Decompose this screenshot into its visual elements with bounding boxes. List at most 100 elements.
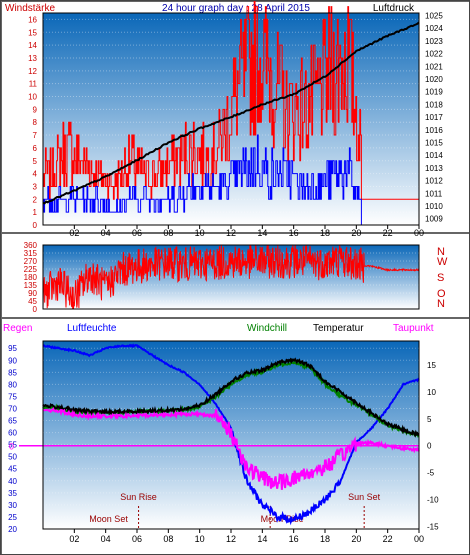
direction-y-tick-label: 180: [24, 273, 38, 282]
humidity-y-tick-label: 70: [8, 404, 17, 413]
humidity-y-tick-label: 95: [8, 344, 17, 353]
panel3-x-label: 10: [195, 534, 205, 544]
humidity-y-tick-label: 30: [8, 501, 17, 510]
compass-label: N: [437, 298, 445, 310]
panel3-x-label: 02: [69, 534, 79, 544]
wind-y-tick-label: 11: [29, 80, 38, 89]
panel3-x-label: 04: [101, 534, 111, 544]
pressure-y-tick-label: 1016: [425, 126, 443, 135]
pressure-y-tick-label: 1021: [425, 62, 443, 71]
wind-y-tick-label: 7: [33, 131, 38, 140]
temperature-y-tick-label: -15: [427, 522, 439, 531]
compass-label: S: [437, 272, 444, 284]
graph-title: 24 hour graph day : 28 April 2015: [162, 3, 310, 14]
temperature-y-tick-label: -10: [427, 495, 439, 504]
temperature-y-tick-label: 15: [427, 361, 436, 370]
wind-y-tick-label: 2: [33, 195, 38, 204]
pressure-y-tick-label: 1018: [425, 100, 443, 109]
pressure-series: [42, 21, 420, 205]
humidity-y-tick-label: 75: [8, 392, 17, 401]
panel1-x-label: 02: [69, 228, 79, 238]
humidity-y-tick-label: 65: [8, 417, 17, 426]
humidity-y-tick-label: 90: [8, 356, 17, 365]
panel3-x-label: 18: [320, 534, 330, 544]
pressure-y-tick-label: 1017: [425, 113, 443, 122]
humidity-y-tick-label: 45: [8, 465, 17, 474]
legend-temperatur: Temperatur: [313, 323, 364, 334]
wind-y-tick-label: 9: [33, 105, 38, 114]
wind-y-tick-label: 16: [28, 15, 37, 24]
pressure-y-tick-label: 1024: [425, 24, 443, 33]
pressure-y-tick-label: 1012: [425, 177, 443, 186]
wind-y-tick-label: 4: [33, 170, 38, 179]
wind-y-tick-label: 10: [28, 93, 37, 102]
wind-y-tick-label: 13: [28, 54, 37, 63]
wind-y-tick-label: 15: [28, 28, 37, 37]
wind-y-tick-label: 12: [28, 67, 37, 76]
legend-taupunkt: Taupunkt: [393, 323, 434, 334]
panel2-frame: [1, 233, 469, 318]
compass-label: W: [437, 256, 448, 268]
panel3-x-label: 08: [163, 534, 173, 544]
panel1-x-label: 08: [163, 228, 173, 238]
humidity-y-tick-label: 60: [8, 429, 17, 438]
pressure-y-tick-label: 1019: [425, 88, 443, 97]
wind-direction-series: [42, 244, 420, 310]
pressure-y-tick-label: 1015: [425, 138, 443, 147]
panel3-frame: [1, 318, 469, 554]
panel1-x-label: 20: [351, 228, 361, 238]
humidity-y-tick-label: 35: [8, 489, 17, 498]
pressure-y-tick-label: 1022: [425, 50, 443, 59]
panel3-x-label: 06: [132, 534, 142, 544]
wind-average-series: [43, 134, 419, 226]
wind-gust-series: [43, 1, 419, 200]
pressure-y-tick-label: 1025: [425, 12, 443, 21]
temperature-y-tick-label: 10: [427, 388, 436, 397]
panel2-axis-frame: [42, 244, 420, 310]
humidity-y-tick-label: 25: [8, 513, 17, 522]
humidity-y-tick-label: 20: [8, 525, 17, 534]
direction-y-tick-label: 0: [33, 305, 38, 314]
panel3-x-label: 20: [351, 534, 361, 544]
panel3-x-label: 00: [414, 534, 424, 544]
humidity-y-tick-label: 50: [8, 453, 17, 462]
compass-label: N: [437, 246, 445, 258]
pressure-y-tick-label: 1020: [425, 75, 443, 84]
pressure-y-tick-label: 1010: [425, 202, 443, 211]
panel1-x-label: 14: [257, 228, 267, 238]
annotation-sun-set: Sun Set: [348, 492, 381, 502]
wind-y-tick-label: 14: [28, 41, 37, 50]
panel3-x-label: 12: [226, 534, 236, 544]
direction-y-tick-label: 45: [28, 297, 37, 306]
direction-y-tick-label: 90: [28, 289, 37, 298]
annotation-moon-set: Moon Set: [89, 514, 128, 524]
temperature-y-tick-label: 5: [427, 415, 432, 424]
pressure-y-tick-label: 1013: [425, 164, 443, 173]
humidity-y-tick-label: 55: [8, 441, 17, 450]
annotation-moon-rise: Moon Rise: [261, 514, 304, 524]
temperature-y-tick-label: 0: [427, 442, 432, 451]
wind-y-tick-label: 3: [33, 182, 38, 191]
panel1-x-label: 04: [101, 228, 111, 238]
legend-regen: Regen: [3, 323, 32, 334]
direction-y-tick-label: 135: [24, 281, 38, 290]
wind-y-tick-label: 5: [33, 157, 38, 166]
compass-label: O: [437, 288, 446, 300]
panel1-plot-area: [43, 13, 419, 225]
panel1-x-label: 22: [383, 228, 393, 238]
pressure-y-tick-label: 1023: [425, 37, 443, 46]
panel1-x-label: 18: [320, 228, 330, 238]
pressure-y-tick-label: 1014: [425, 151, 443, 160]
wind-y-tick-label: 0: [33, 221, 38, 230]
legend-windchill: Windchill: [247, 323, 287, 334]
wind-y-tick-label: 1: [33, 208, 38, 217]
panel3-x-label: 14: [257, 534, 267, 544]
pressure-axis-title: Luftdruck: [373, 3, 415, 14]
temperature-series: [42, 357, 420, 438]
direction-y-tick-label: 315: [24, 249, 38, 258]
wind-speed-axis-title: Windstärke: [5, 3, 55, 14]
humidity-y-tick-label: 40: [8, 477, 17, 486]
humidity-y-tick-label: 85: [8, 368, 17, 377]
humidity-y-tick-label: 80: [8, 380, 17, 389]
